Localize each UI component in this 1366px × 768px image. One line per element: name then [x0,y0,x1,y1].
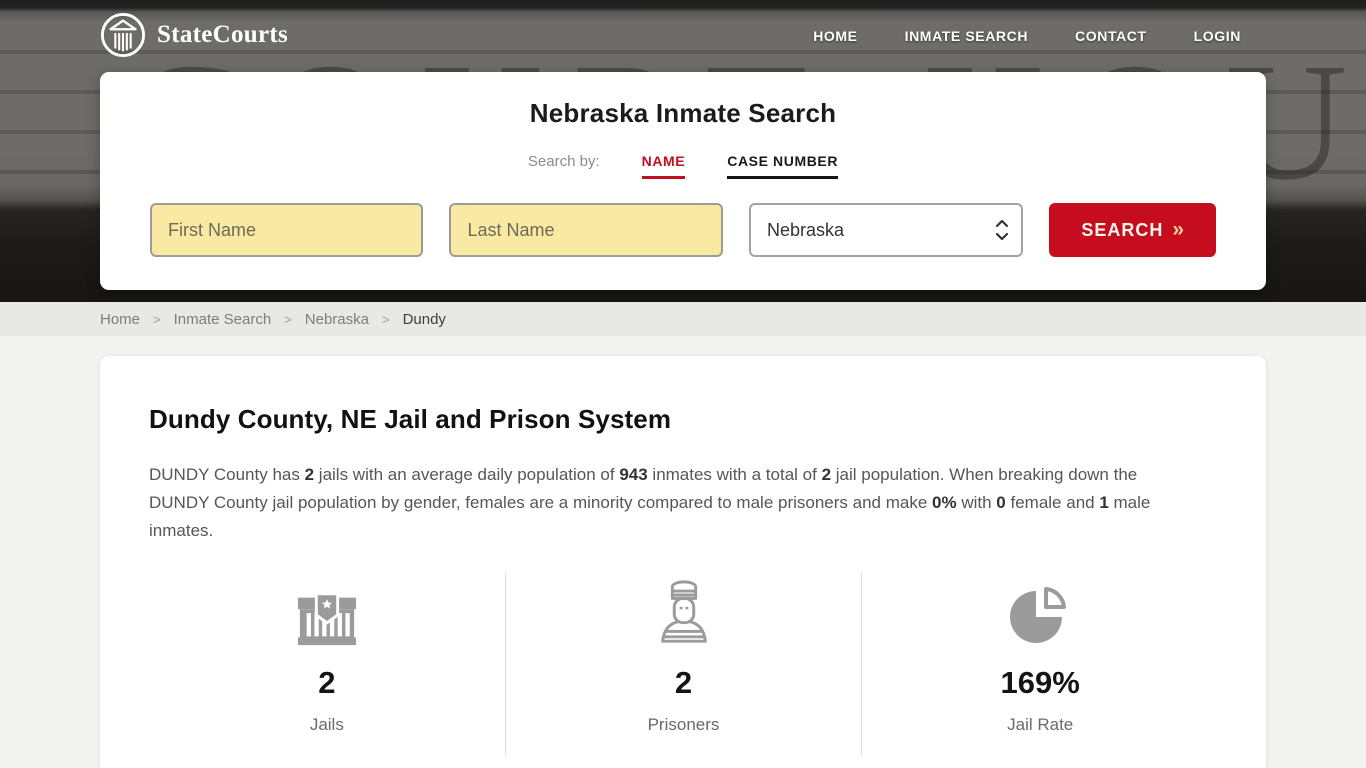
page-title: Dundy County, NE Jail and Prison System [149,404,672,434]
breadcrumb-nebraska[interactable]: Nebraska [304,310,369,328]
jail-building-icon [149,573,505,647]
stat-jails-label: Jails [309,715,344,734]
county-summary-paragraph: DUNDY County has 2 jails with an average… [149,465,1151,540]
nav-contact[interactable]: CONTACT [1075,28,1147,44]
first-name-input[interactable] [150,203,424,257]
stat-jail-rate: 169% Jail Rate [861,573,1218,755]
prisoner-icon [506,573,862,647]
county-info-card: Dundy County, NE Jail and Prison System … [100,356,1266,768]
breadcrumb-current-dundy: Dundy [402,310,446,328]
search-by-label: Search by: [527,153,600,170]
stat-jails: 2 Jails [149,573,505,755]
county-stats-row: 2 Jails 2 Prisoners [149,573,1218,755]
last-name-input[interactable] [449,203,723,257]
brand-logo[interactable]: StateCourts [100,12,288,58]
double-chevron-right-icon: » [1172,217,1185,241]
stat-prisoners: 2 Prisoners [504,573,862,755]
stat-jail-rate-label: Jail Rate [1007,715,1074,734]
search-by-row: Search by: NAME CASE NUMBER [100,153,1266,179]
search-button[interactable]: SEARCH » [1049,203,1217,257]
tab-name[interactable]: NAME [641,153,686,179]
breadcrumb-separator-icon: > [284,311,292,327]
nav-login[interactable]: LOGIN [1193,28,1241,44]
breadcrumb-separator-icon: > [153,311,161,327]
breadcrumb-inmate-search[interactable]: Inmate Search [173,310,272,328]
nav-inmate-search[interactable]: INMATE SEARCH [904,28,1029,44]
state-select-wrap: Nebraska [748,203,1024,257]
stat-jail-rate-value: 169% [1000,665,1080,700]
breadcrumb: Home > Inmate Search > Nebraska > Dundy [0,302,1366,336]
breadcrumb-home[interactable]: Home [100,310,141,328]
search-form: Nebraska SEARCH » [150,203,1217,257]
top-navigation: HOME INMATE SEARCH CONTACT LOGIN [813,0,1241,72]
nav-home[interactable]: HOME [813,28,858,44]
stat-prisoners-label: Prisoners [647,715,720,734]
stat-prisoners-value: 2 [674,665,693,700]
courthouse-logo-icon [100,12,146,58]
tab-case-number[interactable]: CASE NUMBER [727,153,839,179]
brand-name: StateCourts [157,21,289,48]
inmate-search-panel: Nebraska Inmate Search Search by: NAME C… [100,72,1266,290]
breadcrumb-separator-icon: > [381,311,390,327]
state-select[interactable]: Nebraska [748,203,1024,257]
search-panel-title: Nebraska Inmate Search [529,98,837,128]
search-button-label: SEARCH [1081,219,1164,240]
stat-jails-value: 2 [318,665,336,700]
pie-chart-icon [862,573,1218,647]
